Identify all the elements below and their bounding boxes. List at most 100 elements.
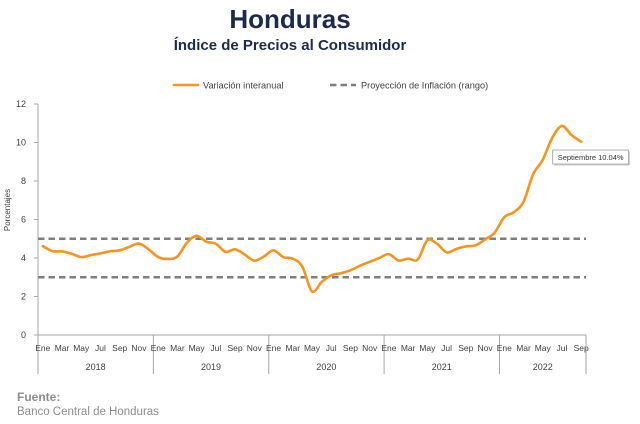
data-point <box>463 244 468 249</box>
data-point <box>367 259 372 264</box>
data-point <box>175 254 180 259</box>
data-point <box>60 249 65 254</box>
data-point <box>329 273 334 278</box>
data-point <box>127 244 132 249</box>
data-point <box>579 139 584 144</box>
data-point <box>146 247 151 252</box>
data-point <box>473 243 478 248</box>
data-point <box>386 252 391 257</box>
data-point <box>233 247 238 252</box>
x-year-label: 2019 <box>201 362 221 372</box>
x-tick-label: Nov <box>131 343 147 353</box>
x-tick-label: Mar <box>55 343 70 353</box>
x-year-label: 2018 <box>86 362 106 372</box>
data-point <box>242 252 247 257</box>
data-point <box>290 256 295 261</box>
data-point <box>271 248 276 253</box>
data-point <box>444 250 449 255</box>
x-tick-label: Mar <box>401 343 416 353</box>
x-tick-label: Jul <box>441 343 452 353</box>
x-tick-label: Jul <box>95 343 106 353</box>
data-point <box>559 123 564 128</box>
data-point <box>502 215 507 220</box>
source-text: Banco Central de Honduras <box>17 406 159 418</box>
x-tick-label: May <box>189 343 206 353</box>
x-year-label: 2020 <box>316 362 336 372</box>
x-tick-label: May <box>304 343 321 353</box>
x-year-label: 2022 <box>533 362 553 372</box>
data-point <box>40 244 45 249</box>
y-tick-label: 6 <box>21 215 26 225</box>
data-point <box>310 289 315 294</box>
x-tick-label: Jul <box>326 343 337 353</box>
y-tick-label: 10 <box>16 138 26 148</box>
y-axis-title: Porcentajes <box>3 189 12 231</box>
x-tick-label: Mar <box>170 343 185 353</box>
annotation-callout: Septiembre 10.04% <box>552 149 631 166</box>
data-point <box>223 249 228 254</box>
x-tick-label: May <box>419 343 436 353</box>
x-tick-label: Sep <box>574 343 589 353</box>
annotation-label: Septiembre 10.04% <box>558 153 624 162</box>
x-tick-label: Ene <box>266 343 281 353</box>
data-point <box>348 268 353 273</box>
data-point <box>319 280 324 285</box>
legend: Variación interanual Proyección de Infla… <box>172 80 488 90</box>
y-tick-label: 12 <box>16 99 26 109</box>
data-point <box>415 257 420 262</box>
data-point <box>550 135 555 140</box>
data-point <box>98 251 103 256</box>
legend-label: Proyección de Inflación (rango) <box>361 80 488 90</box>
x-tick-label: Nov <box>362 343 378 353</box>
y-tick-label: 0 <box>21 330 26 340</box>
data-point <box>261 254 266 259</box>
data-point <box>50 249 55 254</box>
data-point <box>483 237 488 242</box>
x-tick-label: Ene <box>497 343 512 353</box>
x-tick-label: Nov <box>477 343 493 353</box>
series-line-variacion-interanual <box>41 124 583 294</box>
x-tick-label: Sep <box>112 343 127 353</box>
data-point <box>521 199 526 204</box>
y-axis: 0 2 4 6 8 10 12 <box>16 99 39 340</box>
x-tick-label: Jul <box>557 343 568 353</box>
data-point <box>425 238 430 243</box>
inflation-yoy-series <box>40 123 584 294</box>
annotation-box <box>552 149 629 165</box>
x-tick-label: Mar <box>516 343 531 353</box>
y-tick-label: 8 <box>21 176 26 186</box>
data-point <box>213 241 218 246</box>
x-tick-label: Jul <box>210 343 221 353</box>
x-tick-label: May <box>73 343 90 353</box>
line-chart: Variación interanual Proyección de Infla… <box>3 80 631 374</box>
x-tick-label: Sep <box>228 343 243 353</box>
x-tick-label: Sep <box>343 343 358 353</box>
data-point <box>204 239 209 244</box>
x-tick-label: Sep <box>458 343 473 353</box>
data-point <box>406 256 411 261</box>
y-tick-label: 4 <box>21 253 26 263</box>
source-label: Fuente: <box>17 390 61 404</box>
data-point <box>540 157 545 162</box>
chart-title: Honduras <box>229 4 351 34</box>
data-point <box>377 256 382 261</box>
x-tick-label: Ene <box>151 343 166 353</box>
data-point <box>300 264 305 269</box>
data-point <box>454 246 459 251</box>
data-point <box>338 271 343 276</box>
x-tick-label: Ene <box>35 343 50 353</box>
x-tick-label: May <box>535 343 552 353</box>
data-point <box>88 253 93 258</box>
data-point <box>165 256 170 261</box>
data-point <box>194 233 199 238</box>
data-point <box>396 258 401 263</box>
data-point <box>136 241 141 246</box>
data-point <box>492 230 497 235</box>
data-point <box>117 248 122 253</box>
data-point <box>108 249 113 254</box>
data-point <box>434 241 439 246</box>
legend-item-proyeccion-inflacion: Proyección de Inflación (rango) <box>330 80 488 90</box>
data-point <box>569 133 574 138</box>
legend-label: Variación interanual <box>203 80 284 90</box>
data-point <box>185 240 190 245</box>
